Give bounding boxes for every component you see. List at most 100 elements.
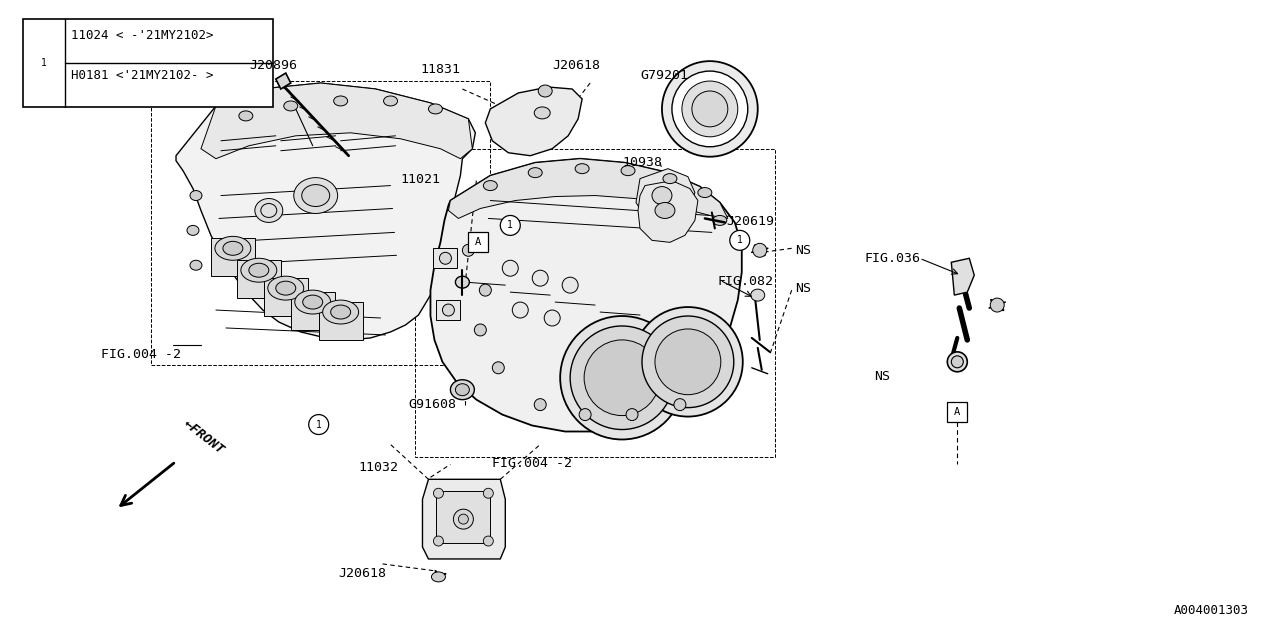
Bar [416, 148, 774, 458]
Ellipse shape [655, 202, 675, 218]
Ellipse shape [453, 509, 474, 529]
Polygon shape [434, 248, 457, 268]
Ellipse shape [713, 216, 727, 225]
Ellipse shape [458, 514, 468, 524]
Polygon shape [637, 180, 698, 243]
Ellipse shape [575, 164, 589, 173]
Polygon shape [951, 259, 974, 295]
Ellipse shape [570, 326, 675, 429]
Text: 11024 < -'21MY2102>: 11024 < -'21MY2102> [72, 29, 214, 42]
Ellipse shape [462, 244, 475, 256]
Ellipse shape [662, 61, 758, 157]
Ellipse shape [248, 263, 269, 277]
Polygon shape [422, 479, 506, 559]
Ellipse shape [663, 173, 677, 184]
Ellipse shape [753, 243, 767, 257]
Ellipse shape [730, 230, 750, 250]
Ellipse shape [951, 356, 964, 368]
Ellipse shape [561, 316, 684, 440]
Text: 11021: 11021 [401, 173, 440, 186]
Ellipse shape [334, 96, 348, 106]
Text: FIG.004 -2: FIG.004 -2 [493, 458, 572, 470]
Ellipse shape [31, 50, 58, 76]
Ellipse shape [241, 259, 276, 282]
Ellipse shape [529, 168, 543, 178]
Ellipse shape [439, 252, 452, 264]
Ellipse shape [431, 572, 445, 582]
Polygon shape [436, 300, 461, 320]
Ellipse shape [223, 241, 243, 255]
Ellipse shape [293, 178, 338, 214]
Ellipse shape [544, 310, 561, 326]
Ellipse shape [672, 71, 748, 147]
Ellipse shape [323, 300, 358, 324]
Polygon shape [275, 73, 291, 89]
Ellipse shape [643, 316, 733, 408]
Text: FIG.082: FIG.082 [718, 275, 774, 288]
Ellipse shape [502, 260, 518, 276]
Text: FIG.004 -2: FIG.004 -2 [101, 348, 182, 361]
Ellipse shape [698, 188, 712, 198]
Text: G91608: G91608 [408, 397, 457, 411]
Ellipse shape [634, 307, 742, 417]
Text: 1: 1 [507, 220, 513, 230]
Ellipse shape [215, 236, 251, 260]
Text: H0181 <'21MY2102- >: H0181 <'21MY2102- > [72, 69, 214, 82]
Ellipse shape [584, 340, 660, 415]
Text: 1: 1 [41, 58, 47, 68]
Ellipse shape [275, 281, 296, 295]
Text: J20896: J20896 [248, 59, 297, 72]
Text: 11032: 11032 [358, 461, 398, 474]
Ellipse shape [475, 324, 486, 336]
Text: J20619: J20619 [726, 216, 774, 228]
Polygon shape [319, 302, 362, 340]
Ellipse shape [484, 180, 498, 191]
Polygon shape [264, 278, 307, 316]
Ellipse shape [308, 415, 329, 435]
Ellipse shape [675, 399, 686, 411]
Text: J20618: J20618 [339, 567, 387, 580]
Ellipse shape [239, 111, 253, 121]
Ellipse shape [626, 408, 637, 420]
Ellipse shape [443, 304, 454, 316]
Ellipse shape [512, 302, 529, 318]
Ellipse shape [456, 384, 470, 396]
Ellipse shape [534, 399, 547, 411]
Polygon shape [485, 87, 582, 156]
Ellipse shape [479, 284, 492, 296]
Ellipse shape [947, 352, 968, 372]
Text: NS: NS [795, 244, 810, 257]
Text: FIG.036: FIG.036 [864, 252, 920, 266]
Ellipse shape [682, 81, 737, 137]
Ellipse shape [751, 289, 764, 301]
Ellipse shape [294, 290, 330, 314]
Text: 11831: 11831 [420, 63, 461, 76]
Text: A: A [475, 237, 481, 247]
Ellipse shape [330, 305, 351, 319]
Bar [468, 232, 489, 252]
Ellipse shape [187, 225, 198, 236]
Text: 1: 1 [737, 236, 742, 245]
Polygon shape [636, 169, 695, 223]
Ellipse shape [302, 184, 330, 207]
Text: J20618: J20618 [552, 59, 600, 72]
Text: A004001303: A004001303 [1174, 604, 1249, 617]
Bar [151, 81, 490, 365]
Ellipse shape [189, 191, 202, 200]
Ellipse shape [493, 362, 504, 374]
Bar [436, 492, 490, 543]
Text: 1: 1 [316, 420, 321, 429]
Ellipse shape [991, 298, 1005, 312]
Text: G79201: G79201 [640, 69, 689, 82]
Ellipse shape [692, 91, 728, 127]
Ellipse shape [532, 270, 548, 286]
Text: A: A [954, 406, 960, 417]
Ellipse shape [484, 536, 493, 546]
Polygon shape [237, 260, 280, 298]
Ellipse shape [303, 295, 323, 309]
Ellipse shape [500, 216, 520, 236]
Ellipse shape [538, 85, 552, 97]
Text: NS: NS [795, 282, 810, 295]
Ellipse shape [189, 260, 202, 270]
Ellipse shape [456, 276, 470, 288]
